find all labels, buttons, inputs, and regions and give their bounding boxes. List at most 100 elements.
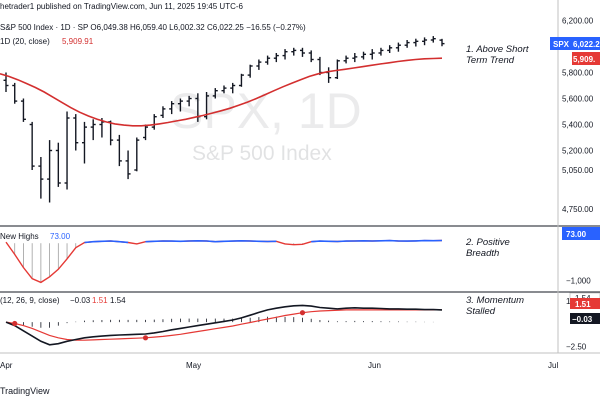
annotation-1-line2: Term Trend: [466, 55, 515, 66]
price-tick-label: 5,050.00: [562, 166, 594, 175]
macd-tag3-bg: [570, 313, 600, 324]
candle: [125, 150, 131, 180]
price-tick-label: 5,200.00: [562, 147, 594, 156]
macd-legend-params: (12, 26, 9, close): [0, 296, 60, 305]
candle: [387, 45, 393, 53]
symbol-tag-bg: [550, 37, 572, 50]
candle: [282, 49, 288, 60]
candle: [143, 124, 149, 141]
candle: [265, 55, 271, 65]
ma-tag-bg: [572, 52, 600, 65]
publisher-line: hetrader1 published on TradingView.com, …: [0, 2, 244, 11]
candle: [343, 55, 349, 64]
candle: [73, 114, 79, 151]
annotation-3-line1: 3. Momentum: [466, 295, 524, 306]
candle: [308, 50, 314, 63]
annotation-3-line2: Stalled: [466, 306, 496, 317]
annotation-2-line2: Breadth: [466, 248, 499, 259]
candle: [352, 53, 358, 63]
candle: [64, 111, 70, 190]
symbol-tag: SPX: [553, 40, 570, 49]
macd-tag2-bg: [570, 298, 600, 309]
watermark-symbol: SPX, 1D: [170, 83, 362, 139]
price-tick-label: 5,400.00: [562, 121, 594, 130]
candle: [169, 101, 175, 115]
time-tick-label: Jun: [368, 361, 381, 370]
macd-cross-marker: [142, 335, 149, 341]
annotation-2-line1: 2. Positive: [465, 237, 510, 248]
ma-legend-value: 5,909.91: [62, 37, 94, 46]
candle: [404, 40, 410, 48]
breadth-legend-value: 73.00: [50, 232, 71, 241]
macd-tag3: −0.03: [572, 315, 593, 324]
candle: [177, 98, 183, 112]
candle: [256, 59, 262, 70]
candle: [273, 53, 279, 63]
time-tick-label: Jul: [548, 361, 558, 370]
price-axis: 6,200.00 5,800.00 5,600.00 5,400.00 5,200.00…: [562, 17, 594, 215]
candle: [29, 121, 35, 170]
macd-legend-v2: 1.51: [92, 296, 108, 305]
macd-tag2: 1.51: [575, 300, 591, 309]
breadth-legend-name: New Highs: [0, 232, 39, 241]
ma-legend-label: 1D (20, close): [0, 37, 50, 46]
candle: [151, 114, 157, 130]
macd-histogram: [14, 316, 434, 328]
candle: [186, 95, 192, 107]
candle: [299, 47, 305, 57]
candle: [361, 51, 367, 60]
breadth-negative-line: [5, 239, 443, 284]
candle: [238, 73, 244, 87]
candle-series: [3, 36, 445, 203]
candle: [378, 47, 384, 56]
candle: [334, 59, 340, 79]
candle: [90, 119, 96, 141]
price-tag: 6,022.2: [573, 40, 600, 49]
breadth-drops: [14, 243, 303, 283]
candle: [395, 42, 401, 52]
price-tick-label: 5,800.00: [562, 69, 594, 78]
price-tick-label: 5,600.00: [562, 95, 594, 104]
breadth-positive-line: [84, 239, 443, 244]
candle: [212, 88, 218, 99]
annotation-1-line1: 1. Above Short: [466, 44, 529, 55]
candle: [134, 137, 140, 172]
candle: [55, 142, 61, 187]
time-tick-label: May: [186, 361, 201, 370]
watermark-name: S&P 500 Index: [192, 142, 332, 165]
macd-cross-marker: [12, 320, 18, 327]
candle: [160, 106, 166, 118]
candle: [12, 82, 18, 104]
macd-legend-v1: −0.03: [70, 296, 91, 305]
candle: [439, 38, 445, 47]
time-tick-label: Apr: [0, 361, 13, 370]
candle: [369, 49, 375, 60]
candle: [430, 36, 436, 43]
candle: [230, 82, 236, 94]
price-tag-bg: [572, 37, 600, 50]
breadth-axis: −1,000: [566, 277, 591, 286]
macd-signal-line: [5, 309, 442, 341]
candle: [413, 38, 419, 47]
moving-average-line: [0, 57, 443, 127]
price-tick-label: 6,200.00: [562, 17, 594, 26]
candle: [247, 64, 253, 78]
candle: [47, 140, 53, 203]
candle: [108, 120, 114, 146]
macd-tick-label: −2.50: [566, 343, 587, 352]
ma-tag: 5,909.: [573, 55, 595, 64]
price-tick-label: 4,750.00: [562, 205, 594, 214]
candle: [81, 121, 87, 164]
candle: [38, 157, 44, 199]
breadth-tag-bg: [562, 227, 600, 240]
macd-line: [5, 304, 443, 346]
candle: [422, 37, 428, 46]
candle: [326, 67, 332, 83]
time-axis: Apr May Jun Jul: [0, 361, 558, 370]
macd-cross-marker: [299, 310, 306, 316]
symbol-line: S&P 500 Index · 1D · SP O6,049.38 H6,059…: [0, 23, 306, 32]
breadth-tag: 73.00: [566, 230, 587, 239]
candle: [20, 98, 26, 122]
footer-logo: TradingView: [0, 386, 50, 396]
